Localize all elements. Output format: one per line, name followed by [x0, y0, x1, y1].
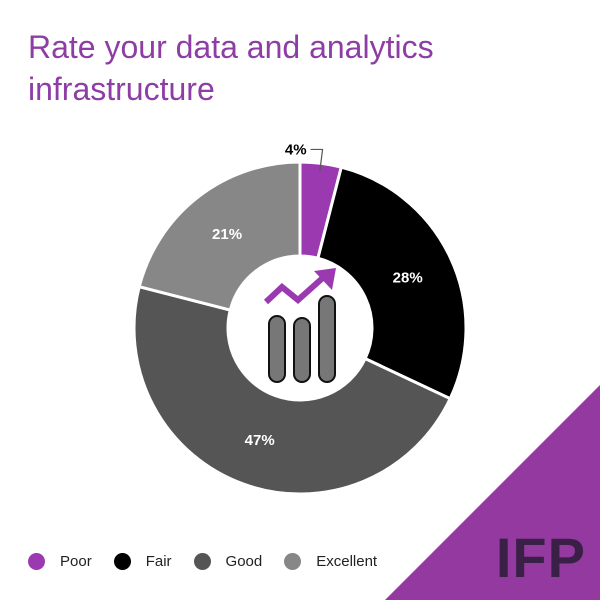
- slice-good: [132, 284, 453, 496]
- slice-fair: [316, 165, 468, 401]
- legend-label: Excellent: [316, 553, 378, 570]
- brand-logo: IFP: [495, 526, 586, 589]
- legend-item-fair: Fair: [113, 553, 172, 570]
- legend-item-excellent: Excellent: [284, 553, 377, 570]
- slice-label-fair: 28%: [393, 269, 423, 286]
- legend-label: Good: [225, 553, 263, 570]
- chart-title: Rate your data and analytics infrastruct…: [28, 29, 434, 107]
- slice-leader-line: [310, 148, 324, 172]
- slice-labels: 4% 28% 47% 21%: [212, 141, 423, 449]
- slice-excellent: [137, 160, 302, 312]
- legend-swatch: [113, 553, 131, 570]
- chart-legend: Poor Fair Good Excellent: [28, 553, 399, 570]
- legend-swatch: [193, 553, 211, 570]
- rising-bar-chart-icon: [263, 268, 336, 383]
- slice-label-excellent: 21%: [212, 226, 242, 243]
- slice-label-good: 47%: [245, 432, 275, 449]
- legend-item-poor: Poor: [28, 553, 92, 570]
- legend-label: Fair: [145, 553, 172, 570]
- legend-swatch: [284, 553, 302, 570]
- legend-swatch: [28, 553, 45, 570]
- legend-item-good: Good: [193, 553, 263, 570]
- legend-label: Poor: [60, 553, 92, 570]
- donut-slices: [132, 160, 468, 496]
- slice-label-poor: 4%: [285, 141, 307, 158]
